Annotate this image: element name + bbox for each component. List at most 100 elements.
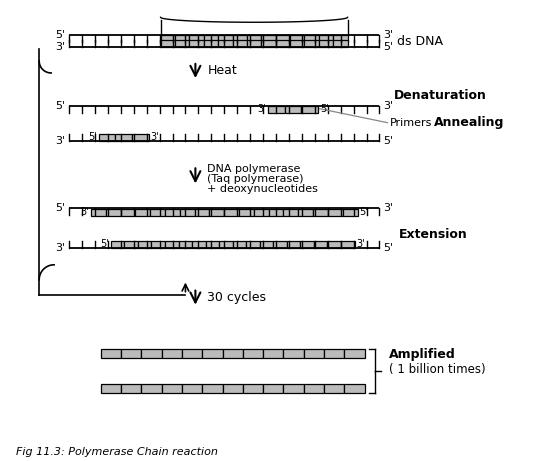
Text: 5': 5' xyxy=(320,104,329,114)
Bar xyxy=(247,40,261,47)
Bar xyxy=(313,209,328,216)
Text: 5': 5' xyxy=(100,239,109,249)
Bar xyxy=(268,106,285,112)
Text: Amplified: Amplified xyxy=(389,348,456,361)
Bar xyxy=(269,209,283,216)
Bar xyxy=(151,241,165,248)
Text: 3': 3' xyxy=(55,136,65,146)
Text: 5': 5' xyxy=(383,42,394,52)
Text: 3': 3' xyxy=(150,132,159,142)
Bar xyxy=(254,209,269,216)
Text: 3': 3' xyxy=(55,243,65,253)
Bar xyxy=(304,384,324,393)
Bar xyxy=(203,384,223,393)
Bar xyxy=(324,384,344,393)
Bar xyxy=(276,40,290,47)
Bar xyxy=(283,349,304,358)
Bar xyxy=(175,35,190,42)
Bar xyxy=(300,241,314,248)
Text: Fig 11.3: Polymerase Chain reaction: Fig 11.3: Polymerase Chain reaction xyxy=(16,447,218,457)
Text: Heat: Heat xyxy=(207,65,237,77)
Bar xyxy=(232,40,247,47)
Bar xyxy=(223,349,243,358)
Bar xyxy=(150,209,165,216)
Bar xyxy=(99,134,116,141)
Text: 5': 5' xyxy=(383,136,394,146)
Text: 3': 3' xyxy=(383,30,394,40)
Text: ( 1 billion times): ( 1 billion times) xyxy=(389,363,486,376)
Text: 3': 3' xyxy=(357,239,365,249)
Bar xyxy=(165,209,180,216)
Bar xyxy=(290,40,305,47)
Text: Denaturation: Denaturation xyxy=(394,89,487,102)
Bar xyxy=(204,35,218,42)
Bar xyxy=(290,35,305,42)
Bar xyxy=(305,40,319,47)
Text: 3': 3' xyxy=(257,104,266,114)
Bar xyxy=(314,241,327,248)
Bar xyxy=(327,241,341,248)
Bar xyxy=(192,241,206,248)
Bar xyxy=(304,349,324,358)
Bar xyxy=(106,209,121,216)
Bar xyxy=(161,40,175,47)
Bar xyxy=(243,349,263,358)
Bar xyxy=(260,241,273,248)
Bar xyxy=(162,384,182,393)
Bar xyxy=(283,209,298,216)
Bar xyxy=(239,209,254,216)
Bar xyxy=(246,241,260,248)
Bar xyxy=(194,209,210,216)
Bar xyxy=(333,40,348,47)
Bar xyxy=(285,106,301,112)
Bar xyxy=(111,241,124,248)
Bar xyxy=(247,35,261,42)
Bar xyxy=(261,40,276,47)
Text: + deoxynucleotides: + deoxynucleotides xyxy=(207,184,318,194)
Bar xyxy=(138,241,151,248)
Text: (Taq polymerase): (Taq polymerase) xyxy=(207,174,304,184)
Bar xyxy=(223,384,243,393)
Bar xyxy=(165,241,179,248)
Bar xyxy=(263,384,283,393)
Text: Extension: Extension xyxy=(399,229,468,242)
Bar xyxy=(190,35,204,42)
Bar xyxy=(179,241,192,248)
Bar xyxy=(319,35,333,42)
Bar xyxy=(343,209,357,216)
Text: 5': 5' xyxy=(55,101,65,111)
Bar xyxy=(232,35,247,42)
Bar xyxy=(101,384,121,393)
Bar xyxy=(305,35,319,42)
Bar xyxy=(276,35,290,42)
Text: DNA polymerase: DNA polymerase xyxy=(207,165,301,174)
Bar xyxy=(161,35,175,42)
Bar xyxy=(218,40,232,47)
Bar xyxy=(180,209,194,216)
Text: 3': 3' xyxy=(80,207,89,217)
Text: Primers: Primers xyxy=(389,118,432,128)
Text: 3': 3' xyxy=(383,203,394,213)
Bar xyxy=(283,384,304,393)
Bar xyxy=(263,349,283,358)
Bar xyxy=(210,209,224,216)
Bar xyxy=(141,384,162,393)
Bar xyxy=(344,384,364,393)
Bar xyxy=(273,241,287,248)
Bar xyxy=(175,40,190,47)
Bar xyxy=(219,241,233,248)
Bar xyxy=(328,209,343,216)
Bar xyxy=(298,209,313,216)
Bar xyxy=(182,384,203,393)
Bar xyxy=(132,134,149,141)
Bar xyxy=(319,40,333,47)
Bar xyxy=(233,241,246,248)
Text: 5': 5' xyxy=(359,207,368,217)
Bar xyxy=(141,349,162,358)
Bar xyxy=(121,349,141,358)
Bar xyxy=(301,106,318,112)
Bar xyxy=(190,40,204,47)
Bar xyxy=(101,349,121,358)
Bar xyxy=(218,35,232,42)
Text: Annealing: Annealing xyxy=(434,116,504,129)
